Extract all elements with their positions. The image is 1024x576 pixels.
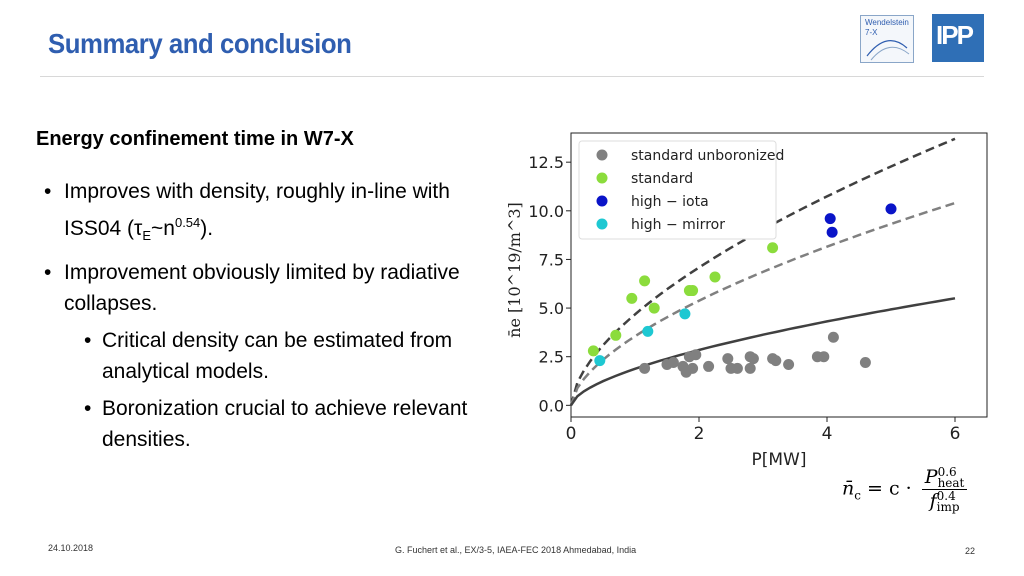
y-tick-label: 5.0 [539, 299, 564, 318]
density-power-chart: 0 2 4 6 0.0 2.5 5.0 7.5 10.0 12.5 P[MW] n̄e [10^19/… [505, 132, 988, 468]
data-point-0 [783, 358, 795, 370]
y-tick-label: 12.5 [528, 153, 564, 172]
ipp-logo: IPP [932, 14, 984, 62]
legend-marker [596, 172, 608, 184]
footer-citation: G. Fuchert et al., EX/3-5, IAEA-FEC 2018… [395, 545, 637, 555]
w7x-arc-icon [866, 40, 910, 61]
x-tick-label: 0 [566, 424, 577, 444]
data-point-3 [679, 308, 691, 320]
y-tick-label: 7.5 [539, 250, 564, 269]
logo-w7x-line1: Wendelstein [865, 18, 909, 27]
legend-label: high − mirror [631, 217, 725, 233]
bullet-critical-density: Critical density can be estimated from a… [44, 325, 494, 387]
y-tick-label: 0.0 [539, 396, 564, 415]
data-point-1 [610, 329, 622, 341]
legend-marker [596, 149, 608, 161]
formula-fraction: P 0.6 heat f 0.4 imp [921, 466, 968, 513]
x-axis-label: P[MW] [752, 450, 807, 468]
y-tick-label: 10.0 [528, 202, 564, 221]
data-point-1 [687, 285, 699, 297]
data-point-1 [709, 271, 721, 283]
ipp-logo-text: IPP [936, 20, 974, 50]
data-point-3 [594, 355, 606, 367]
legend-marker [596, 218, 608, 230]
data-point-2 [885, 203, 897, 215]
data-point-1 [639, 275, 651, 287]
model-curve-2 [569, 297, 956, 407]
legend-label: standard unboronized [631, 148, 784, 164]
title-divider [40, 76, 984, 77]
data-point-0 [687, 362, 699, 374]
wendelstein-logo: Wendelstein 7-X [860, 15, 914, 63]
model-curve-1 [569, 201, 956, 406]
critical-density-formula: n̄c = c · P 0.6 heat f 0.4 imp [842, 466, 968, 513]
slide-title: Summary and conclusion [48, 28, 352, 59]
x-tick-label: 6 [950, 424, 961, 444]
data-point-0 [722, 353, 734, 365]
bullet-list: Improves with density, roughly in-line w… [44, 176, 494, 461]
data-point-1 [626, 292, 638, 304]
legend-marker [596, 195, 608, 207]
data-point-2 [824, 213, 836, 225]
data-point-0 [818, 351, 830, 363]
legend-label: high − iota [631, 194, 709, 210]
data-point-0 [770, 355, 782, 367]
logo-w7x-line2: 7-X [865, 28, 878, 37]
data-point-1 [587, 345, 599, 357]
footer-date: 24.10.2018 [48, 543, 94, 553]
bullet-boronization: Boronization crucial to achieve relevant… [44, 393, 494, 455]
data-point-0 [639, 362, 651, 374]
data-point-0 [667, 357, 679, 369]
data-point-1 [767, 242, 779, 254]
data-point-0 [690, 349, 702, 361]
y-axis-label: n̄e [10^19/m^3] [505, 202, 524, 338]
x-tick-label: 2 [694, 424, 705, 444]
data-point-0 [731, 362, 743, 374]
data-point-0 [859, 357, 871, 369]
bullet-density: Improves with density, roughly in-line w… [44, 176, 494, 251]
data-point-0 [703, 360, 715, 372]
legend-label: standard [631, 171, 693, 187]
x-tick-label: 4 [822, 424, 833, 444]
page-number: 22 [965, 546, 976, 556]
data-point-3 [642, 325, 654, 337]
data-point-0 [744, 362, 756, 374]
data-point-0 [827, 331, 839, 343]
legend-box [578, 140, 777, 240]
y-tick-label: 2.5 [539, 348, 564, 367]
data-point-0 [747, 353, 759, 365]
bullet-radiative: Improvement obviously limited by radiati… [44, 257, 494, 319]
data-point-2 [826, 226, 838, 238]
section-subheading: Energy confinement time in W7-X [36, 128, 354, 150]
data-point-1 [648, 302, 660, 314]
